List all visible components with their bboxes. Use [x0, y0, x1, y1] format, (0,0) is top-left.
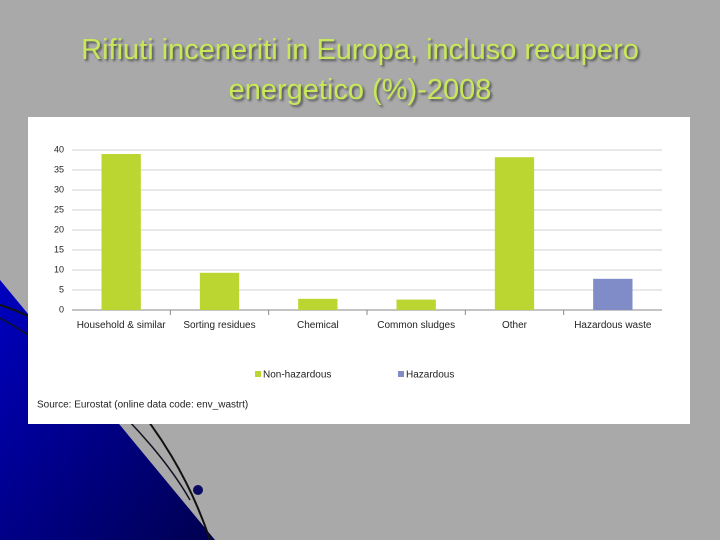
x-tick-label: Sorting residues: [183, 320, 256, 331]
y-tick-label: 35: [54, 164, 64, 174]
legend-label: Non-hazardous: [263, 370, 331, 381]
y-tick-label: 10: [54, 264, 64, 274]
y-tick-label: 0: [59, 304, 64, 314]
bar: [101, 154, 141, 310]
x-tick-label: Other: [501, 320, 527, 331]
y-tick-label: 15: [54, 244, 64, 254]
bar: [494, 157, 535, 310]
bar: [396, 299, 436, 310]
slide-title: Rifiuti inceneriti in Europa, incluso re…: [81, 34, 639, 106]
bar: [298, 298, 338, 310]
legend-label: Hazardous: [406, 370, 454, 381]
y-tick-label: 20: [54, 224, 64, 234]
y-tick-label: 25: [54, 204, 64, 214]
x-tick-label: Hazardous waste: [574, 320, 652, 331]
y-tick-label: 40: [54, 144, 64, 154]
bar: [593, 278, 633, 310]
legend-swatch: [398, 371, 404, 377]
legend-swatch: [255, 371, 261, 377]
dot: [193, 485, 203, 495]
bar: [199, 272, 240, 310]
source: Source: Eurostat (online data code: env_…: [37, 400, 248, 411]
y-tick-label: 30: [54, 184, 64, 194]
y-tick-label: 5: [59, 284, 64, 294]
x-tick-label: Common sludges: [377, 320, 456, 331]
x-tick-label: Chemical: [296, 320, 339, 331]
x-tick-label: Household & similar: [76, 320, 166, 331]
